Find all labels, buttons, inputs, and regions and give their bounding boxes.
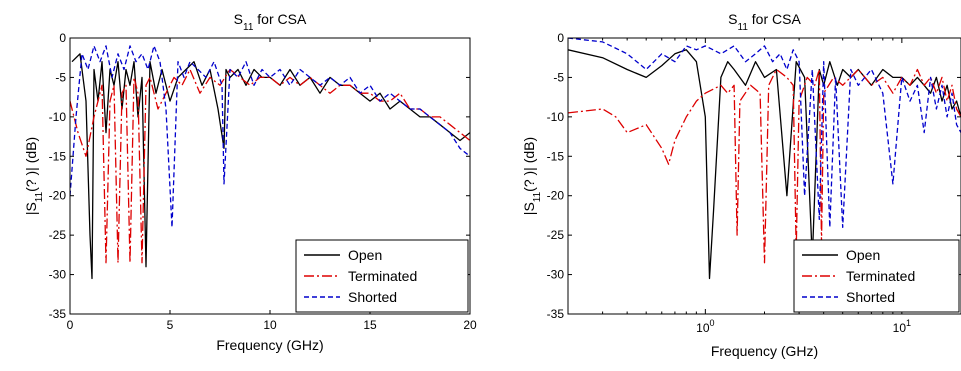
x-tick-label: 0 [67, 318, 74, 332]
legend-label-open: Open [846, 247, 880, 263]
y-tick-label: -25 [49, 228, 67, 242]
series-lines [70, 45, 470, 280]
legend-label-terminated: Terminated [846, 268, 915, 284]
x-axis-label: Frequency (GHz) [216, 337, 323, 353]
y-tick-label: -10 [49, 110, 67, 124]
y-tick-label: -5 [553, 70, 564, 84]
y-ticks: 0 -5 -10 -15 -20 -25 -30 -35 [49, 31, 470, 321]
x-tick-label: 100 [696, 318, 714, 335]
x-ticks: 0 5 10 15 20 [67, 38, 477, 332]
y-tick-label: 0 [59, 31, 66, 45]
series-line-terminated [568, 68, 961, 264]
y-axis-label: |S11(? )| (dB) [23, 137, 45, 215]
legend: Open Terminated Shorted [295, 239, 469, 313]
y-tick-label: -25 [547, 228, 565, 242]
series-line-shorted [568, 38, 961, 228]
legend-label-terminated: Terminated [348, 268, 417, 284]
legend-label-shorted: Shorted [348, 289, 397, 305]
y-tick-label: -30 [49, 268, 67, 282]
series-line-terminated [70, 68, 470, 264]
y-tick-label: -35 [547, 307, 565, 321]
legend-label-shorted: Shorted [846, 289, 895, 305]
series-line-shorted [70, 45, 470, 228]
y-tick-label: 0 [557, 31, 564, 45]
y-tick-label: -20 [547, 189, 565, 203]
legend: Open Terminated Shorted [793, 239, 960, 313]
chart-title: S11 for CSA [728, 11, 801, 33]
x-axis-label: Frequency (GHz) [711, 343, 818, 359]
y-axis-label: |S11(? )| (dB) [521, 137, 543, 215]
y-tick-label: -15 [49, 149, 67, 163]
y-tick-label: -5 [55, 70, 66, 84]
x-tick-label: 101 [893, 318, 911, 335]
y-tick-label: -15 [547, 149, 565, 163]
chart-log-frequency: 100 101 0 -5 -10 -15 -20 -25 -30 -35 S11 for CSA… [521, 11, 961, 359]
x-tick-label: 10 [263, 318, 277, 332]
x-tick-label: 15 [363, 318, 377, 332]
x-tick-label: 20 [463, 318, 477, 332]
x-tick-label: 5 [167, 318, 174, 332]
chart-title: S11 for CSA [234, 11, 307, 33]
y-tick-label: -20 [49, 189, 67, 203]
y-tick-label: -10 [547, 110, 565, 124]
y-tick-label: -30 [547, 268, 565, 282]
legend-label-open: Open [348, 247, 382, 263]
y-tick-label: -35 [49, 307, 67, 321]
chart-linear-frequency: 0 5 10 15 20 0 -5 -10 -15 -20 -25 -30 -35 S11 for C… [23, 11, 477, 353]
y-ticks: 0 -5 -10 -15 -20 -25 -30 -35 [547, 31, 961, 321]
x-ticks: 100 101 [567, 38, 961, 335]
